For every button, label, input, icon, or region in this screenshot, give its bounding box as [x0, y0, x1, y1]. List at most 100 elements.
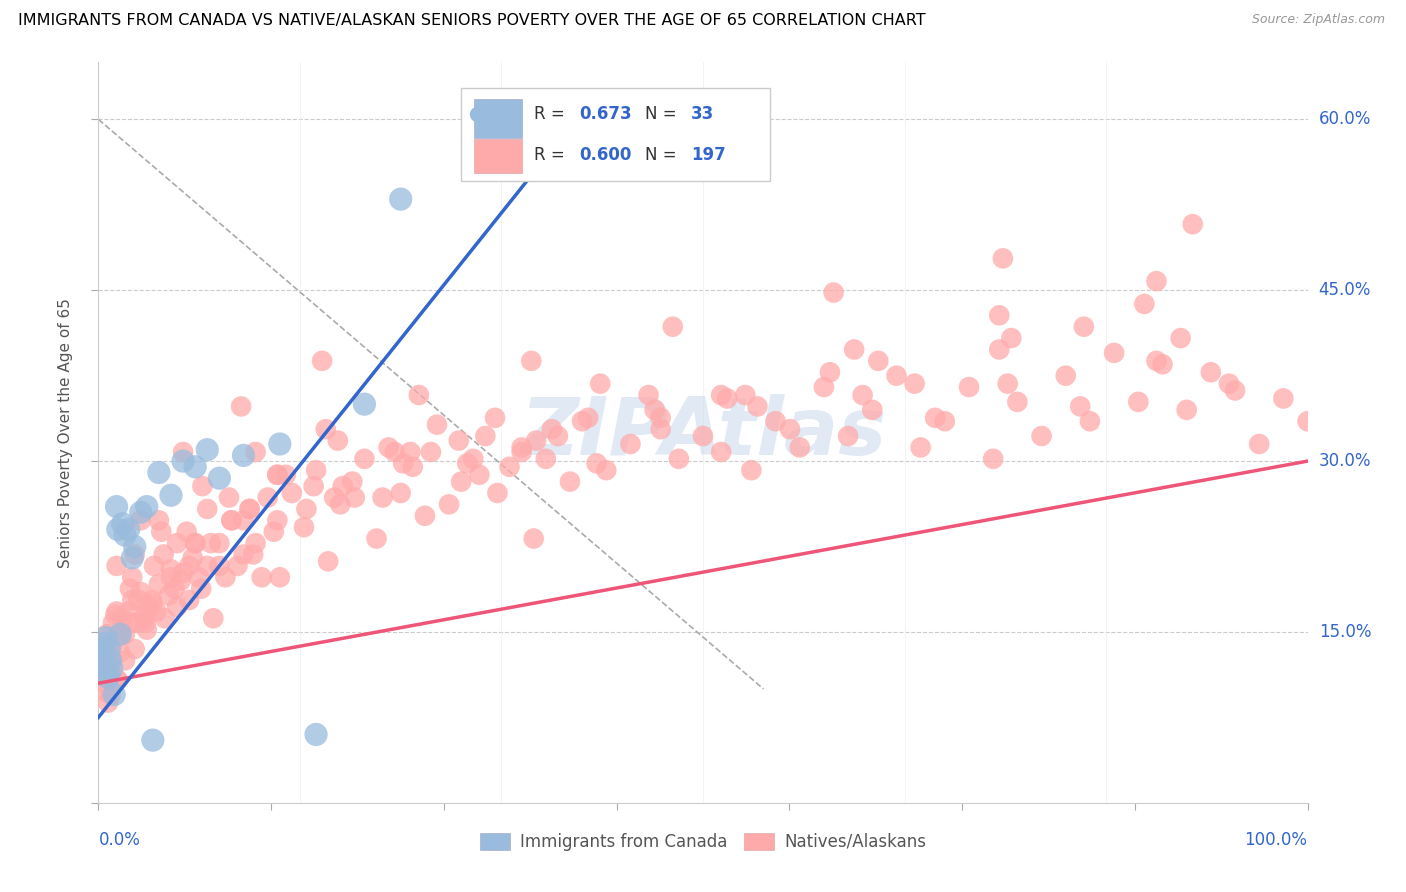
Text: N =: N =	[645, 105, 682, 123]
Point	[108, 645, 131, 659]
Point	[389, 486, 412, 500]
Point	[924, 410, 946, 425]
Point	[142, 597, 165, 611]
Point	[353, 397, 375, 411]
Point	[323, 491, 346, 505]
Point	[179, 593, 201, 607]
Point	[710, 445, 733, 459]
Point	[1296, 414, 1319, 428]
Point	[218, 491, 240, 505]
Text: ZIPAtlas: ZIPAtlas	[520, 393, 886, 472]
Point	[129, 505, 152, 519]
Point	[868, 354, 890, 368]
Point	[121, 550, 143, 565]
Text: 100.0%: 100.0%	[1244, 830, 1308, 848]
Point	[716, 392, 738, 406]
Point	[353, 451, 375, 466]
Point	[524, 434, 547, 448]
Point	[523, 532, 546, 546]
Text: 30.0%: 30.0%	[1319, 452, 1371, 470]
Point	[1181, 217, 1204, 231]
Point	[886, 368, 908, 383]
Point	[129, 585, 152, 599]
Point	[343, 491, 366, 505]
Point	[90, 653, 112, 667]
Point	[263, 524, 285, 539]
Point	[127, 615, 149, 630]
Point	[463, 451, 485, 466]
Point	[571, 414, 593, 428]
Point	[111, 516, 134, 531]
Point	[91, 650, 114, 665]
Point	[315, 422, 337, 436]
FancyBboxPatch shape	[474, 138, 522, 173]
Point	[957, 380, 980, 394]
Point	[266, 513, 288, 527]
Point	[1199, 365, 1222, 379]
Point	[468, 467, 491, 482]
Point	[221, 513, 243, 527]
Point	[371, 491, 394, 505]
Point	[184, 459, 207, 474]
Point	[269, 437, 291, 451]
Point	[456, 456, 478, 470]
Point	[1007, 395, 1029, 409]
Point	[384, 445, 406, 459]
Point	[510, 445, 533, 459]
Point	[105, 604, 128, 618]
Point	[1073, 319, 1095, 334]
Point	[195, 502, 218, 516]
Point	[547, 429, 569, 443]
Text: 197: 197	[690, 146, 725, 164]
Point	[242, 548, 264, 562]
Point	[143, 558, 166, 573]
Point	[295, 502, 318, 516]
Point	[326, 434, 349, 448]
Point	[110, 627, 132, 641]
Point	[135, 604, 157, 618]
Point	[281, 486, 304, 500]
Point	[256, 491, 278, 505]
Point	[1146, 274, 1168, 288]
Point	[332, 479, 354, 493]
Point	[118, 523, 141, 537]
Point	[172, 454, 194, 468]
Point	[595, 463, 617, 477]
Point	[181, 550, 204, 565]
Point	[190, 582, 212, 596]
Point	[510, 441, 533, 455]
Point	[302, 479, 325, 493]
Point	[997, 376, 1019, 391]
Point	[100, 661, 122, 675]
Point	[187, 570, 209, 584]
Point	[153, 611, 176, 625]
Point	[1249, 437, 1271, 451]
Point	[160, 562, 183, 576]
Point	[779, 422, 801, 436]
Point	[644, 402, 666, 417]
Y-axis label: Seniors Poverty Over the Age of 65: Seniors Poverty Over the Age of 65	[58, 298, 73, 567]
Text: 45.0%: 45.0%	[1319, 281, 1371, 299]
Point	[389, 192, 412, 206]
Point	[589, 376, 612, 391]
Point	[124, 540, 146, 554]
Point	[163, 582, 186, 596]
Point	[266, 467, 288, 482]
Point	[134, 611, 156, 625]
Text: 0.0%: 0.0%	[98, 830, 141, 848]
Point	[747, 400, 769, 414]
Point	[852, 388, 875, 402]
Point	[141, 593, 163, 607]
Point	[93, 684, 115, 698]
Point	[988, 308, 1011, 322]
Point	[97, 661, 120, 675]
Point	[232, 449, 254, 463]
Point	[100, 688, 122, 702]
Point	[1054, 368, 1077, 383]
Point	[239, 502, 262, 516]
Point	[437, 497, 460, 511]
Point	[988, 343, 1011, 357]
Point	[408, 388, 430, 402]
Point	[96, 665, 118, 679]
Point	[765, 414, 787, 428]
